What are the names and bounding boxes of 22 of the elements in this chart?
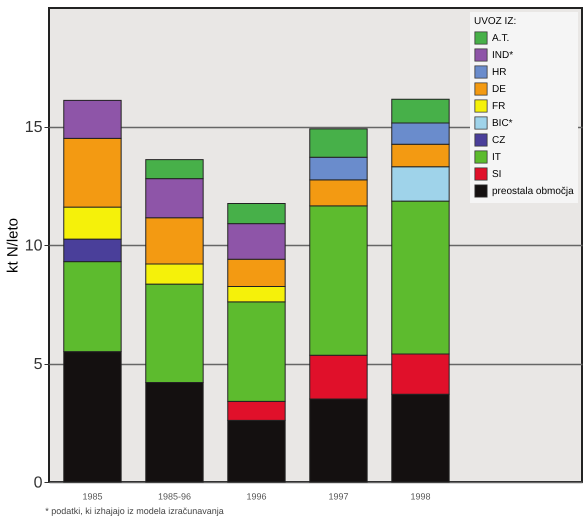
x-tick-label: 1985-96: [158, 492, 191, 502]
legend-label: SI: [492, 169, 502, 180]
legend-title: UVOZ IZ:: [474, 16, 516, 27]
x-tick-label: 1997: [328, 492, 348, 502]
legend-label: BIC*: [492, 118, 513, 129]
y-tick-label: 15: [24, 119, 43, 136]
legend-label: CZ: [492, 135, 506, 146]
legend-label: IT: [492, 152, 501, 163]
legend-label: preostala območja: [492, 186, 574, 197]
x-tick-label: 1998: [410, 492, 430, 502]
x-tick-label: 1996: [246, 492, 266, 502]
x-tick-label: 1985: [82, 492, 102, 502]
legend-label: HR: [492, 67, 506, 78]
legend-label: IND*: [492, 50, 514, 61]
legend-label: A.T.: [492, 33, 510, 44]
y-tick-label: 10: [24, 238, 43, 254]
y-axis-title: kt N/leto: [4, 218, 22, 274]
y-tick-label: 0: [34, 474, 43, 492]
legend-label: DE: [492, 84, 506, 95]
legend-label: FR: [492, 101, 506, 112]
y-tick-label: 5: [34, 356, 43, 373]
text: * podatki, ki izhajajo iz modela izračunavanja: [45, 506, 224, 516]
